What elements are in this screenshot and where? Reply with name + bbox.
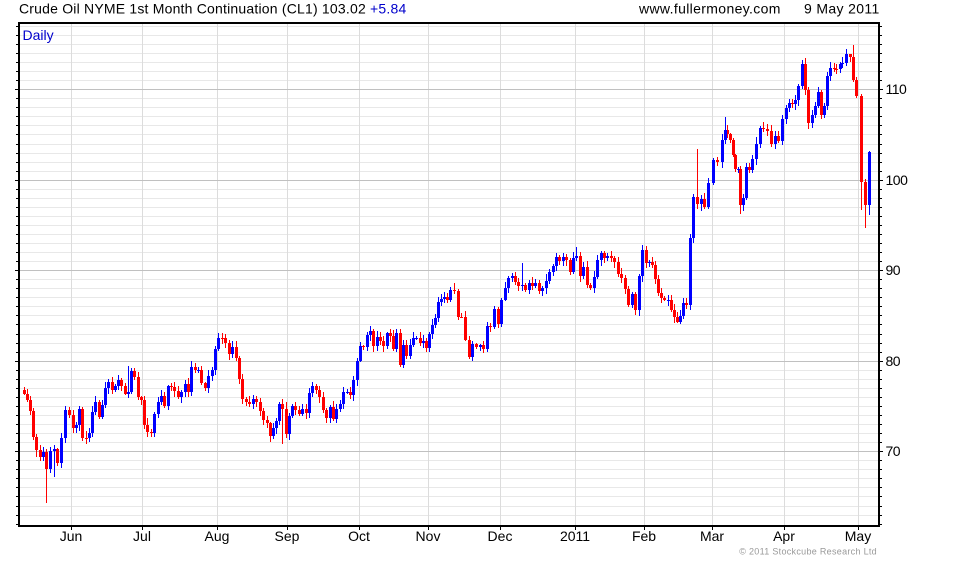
svg-text:www.fullermoney.com: www.fullermoney.com xyxy=(638,1,781,17)
svg-text:Jun: Jun xyxy=(60,528,83,544)
svg-text:Mar: Mar xyxy=(700,528,724,544)
svg-text:Dec: Dec xyxy=(488,528,513,544)
svg-text:Oct: Oct xyxy=(348,528,370,544)
svg-text:Feb: Feb xyxy=(632,528,656,544)
svg-text:Daily: Daily xyxy=(23,27,54,43)
svg-text:9 May 2011: 9 May 2011 xyxy=(804,1,880,17)
svg-text:Crude Oil NYME 1st Month Conti: Crude Oil NYME 1st Month Continuation (C… xyxy=(19,1,406,17)
svg-text:Sep: Sep xyxy=(275,528,300,544)
svg-text:© 2011 Stockcube Research Ltd: © 2011 Stockcube Research Ltd xyxy=(739,547,877,557)
svg-text:Jul: Jul xyxy=(133,528,151,544)
svg-text:80: 80 xyxy=(886,353,901,369)
svg-text:Aug: Aug xyxy=(205,528,230,544)
svg-text:Nov: Nov xyxy=(416,528,441,544)
svg-text:90: 90 xyxy=(886,262,901,278)
svg-text:70: 70 xyxy=(886,443,901,459)
svg-text:110: 110 xyxy=(886,81,908,97)
svg-text:May: May xyxy=(845,528,871,544)
svg-text:2011: 2011 xyxy=(560,528,590,544)
svg-text:Apr: Apr xyxy=(773,528,795,544)
svg-text:100: 100 xyxy=(886,172,909,188)
